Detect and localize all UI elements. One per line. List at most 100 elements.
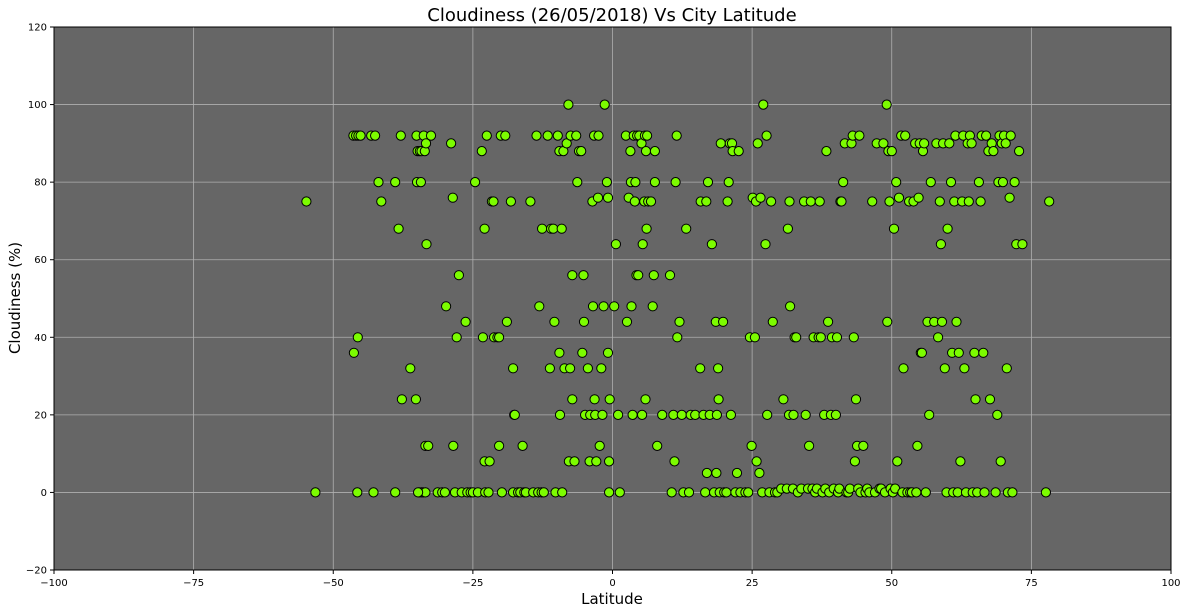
- scatter-point: [760, 239, 771, 250]
- scatter-point: [754, 467, 765, 479]
- scatter-point: [641, 223, 652, 234]
- scatter-point: [448, 440, 459, 451]
- scatter-point: [582, 363, 594, 374]
- scatter-point: [725, 409, 737, 420]
- scatter-point: [671, 130, 682, 141]
- scatter-point: [966, 138, 977, 149]
- scatter-point: [441, 301, 452, 312]
- scatter-point: [640, 146, 652, 157]
- x-tick-label: 0: [609, 578, 615, 589]
- x-tick-label: −25: [462, 578, 483, 589]
- y-axis-label: Cloudiness (%): [6, 242, 24, 354]
- scatter-point: [701, 196, 712, 207]
- scatter-point: [537, 223, 548, 234]
- scatter-point: [604, 394, 615, 405]
- scatter-point: [959, 363, 970, 374]
- scatter-point: [557, 487, 568, 498]
- scatter-point: [1005, 130, 1016, 141]
- scatter-point: [598, 301, 609, 312]
- scatter-point: [421, 239, 432, 250]
- x-axis-label: Latitude: [581, 590, 643, 608]
- scatter-point: [565, 363, 576, 374]
- scatter-point: [886, 146, 897, 157]
- scatter-point: [604, 456, 615, 467]
- scatter-point: [657, 409, 668, 420]
- y-tick-label: 120: [28, 23, 47, 34]
- scatter-point: [666, 487, 677, 498]
- scatter-point: [674, 316, 685, 327]
- y-tick-label: 80: [34, 178, 47, 189]
- scatter-point: [933, 332, 944, 343]
- scatter-point: [576, 146, 587, 157]
- scatter-point: [672, 332, 683, 343]
- scatter-point: [572, 177, 583, 188]
- scatter-point: [352, 332, 363, 343]
- scatter-point: [496, 487, 507, 498]
- scatter-point: [1007, 487, 1018, 498]
- scatter-point: [594, 440, 605, 451]
- scatter-point: [577, 347, 588, 358]
- chart-title: Cloudiness (26/05/2018) Vs City Latitude: [427, 5, 796, 26]
- scatter-point: [970, 394, 981, 405]
- scatter-point: [751, 456, 762, 467]
- scatter-point: [978, 347, 989, 358]
- scatter-point: [743, 487, 754, 498]
- scatter-point: [830, 409, 842, 420]
- scatter-point: [984, 394, 996, 405]
- scatter-point: [800, 409, 811, 420]
- scatter-point: [973, 177, 985, 188]
- scatter-point: [858, 440, 869, 451]
- scatter-point: [766, 196, 777, 207]
- scatter-point: [711, 467, 722, 479]
- scatter-point: [942, 223, 953, 234]
- scatter-point: [652, 440, 663, 451]
- scatter-point: [596, 363, 607, 374]
- scatter-point: [700, 487, 711, 498]
- scatter-point: [767, 316, 778, 327]
- scatter-point: [924, 409, 935, 420]
- scatter-point: [888, 223, 900, 234]
- scatter-point: [838, 177, 849, 188]
- scatter-point: [1040, 487, 1052, 498]
- scatter-point: [848, 332, 859, 343]
- scatter-point: [368, 487, 379, 498]
- scatter-point: [821, 146, 832, 157]
- scatter-point: [668, 409, 679, 420]
- scatter-point: [601, 177, 613, 188]
- scatter-point: [599, 99, 610, 110]
- x-tick-label: 50: [885, 578, 898, 589]
- scatter-point: [609, 301, 620, 312]
- scatter-point: [814, 196, 825, 207]
- scatter-point: [501, 316, 512, 327]
- scatter-point: [301, 196, 312, 207]
- scatter-point: [376, 196, 387, 207]
- scatter-point: [804, 440, 815, 451]
- scatter-point: [500, 130, 511, 141]
- scatter-point: [761, 130, 772, 141]
- x-tick-label: 75: [1025, 578, 1038, 589]
- scatter-point: [934, 196, 945, 207]
- scatter-point: [625, 146, 636, 157]
- scatter-point: [447, 192, 458, 203]
- scatter-point: [554, 347, 565, 358]
- scatter-point: [670, 177, 681, 188]
- scatter-point: [494, 440, 505, 451]
- scatter-point: [788, 409, 799, 420]
- scatter-point: [517, 440, 528, 451]
- scatter-point: [920, 487, 931, 498]
- scatter-point: [1044, 196, 1055, 207]
- scatter-point: [563, 99, 574, 110]
- scatter-point: [420, 138, 432, 149]
- scatter-point: [979, 487, 990, 498]
- scatter-point: [935, 239, 947, 250]
- scatter-point: [640, 394, 651, 405]
- x-axis-ticks: −100 −75 −50 −25 0 25 50 75 100: [40, 570, 1181, 589]
- scatter-point: [627, 409, 638, 420]
- scatter-point: [936, 316, 948, 327]
- scatter-point: [647, 301, 658, 312]
- scatter-point: [785, 301, 796, 312]
- scatter-point: [723, 177, 734, 188]
- scatter-point: [477, 332, 488, 343]
- scatter-point: [944, 138, 955, 149]
- scatter-point: [425, 130, 437, 141]
